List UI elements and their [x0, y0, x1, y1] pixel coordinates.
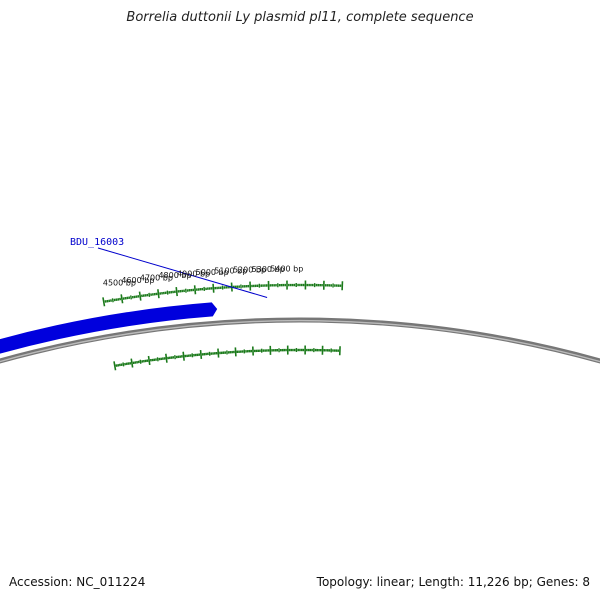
major-tick — [165, 353, 168, 363]
scale-label: 4500 bp — [103, 279, 136, 288]
major-tick — [102, 297, 106, 307]
scale-label: 4900 bp — [177, 269, 210, 278]
sequence-summary: Topology: linear; Length: 11,226 bp; Gen… — [316, 575, 590, 589]
minor-tick — [139, 359, 142, 364]
major-tick — [138, 291, 142, 301]
scale-label: 4800 bp — [158, 271, 191, 280]
scale-label: 5100 bp — [214, 267, 247, 276]
major-tick — [175, 287, 178, 297]
map-title: Borrelia duttonii Ly plasmid pl11, compl… — [126, 10, 474, 25]
gene-arrow[interactable] — [0, 302, 218, 528]
outer-tick-ring — [102, 280, 344, 307]
major-tick — [113, 361, 117, 371]
gene-track: BDU_16003 — [0, 237, 268, 528]
accession-text: Accession: NC_011224 — [9, 575, 146, 589]
major-tick — [217, 348, 220, 358]
minor-tick — [130, 295, 133, 300]
major-tick — [157, 289, 160, 299]
major-tick — [120, 294, 124, 304]
major-tick — [182, 351, 185, 361]
scale-label: 4600 bp — [121, 276, 154, 285]
major-tick — [234, 347, 237, 357]
scale-label: 5400 bp — [270, 265, 303, 274]
scale-label: 5200 bp — [233, 266, 266, 275]
major-tick — [193, 285, 197, 295]
major-tick — [130, 358, 134, 368]
minor-tick — [156, 357, 159, 362]
gene-label[interactable]: BDU_16003 — [70, 237, 124, 248]
minor-tick — [111, 298, 114, 303]
minor-tick — [148, 292, 151, 297]
scale-label: 5300 bp — [252, 265, 285, 274]
sequence-backbone-highlight — [0, 319, 600, 363]
minor-tick — [122, 362, 125, 367]
major-tick — [199, 349, 203, 360]
major-tick — [212, 283, 215, 293]
gene-label-leader — [97, 247, 268, 298]
inner-tick-ring — [113, 345, 341, 371]
major-tick — [147, 355, 151, 366]
scale-label: 5000 bp — [196, 268, 229, 277]
sequence-backbone — [0, 317, 600, 364]
scale-label: 4700 bp — [140, 273, 173, 282]
